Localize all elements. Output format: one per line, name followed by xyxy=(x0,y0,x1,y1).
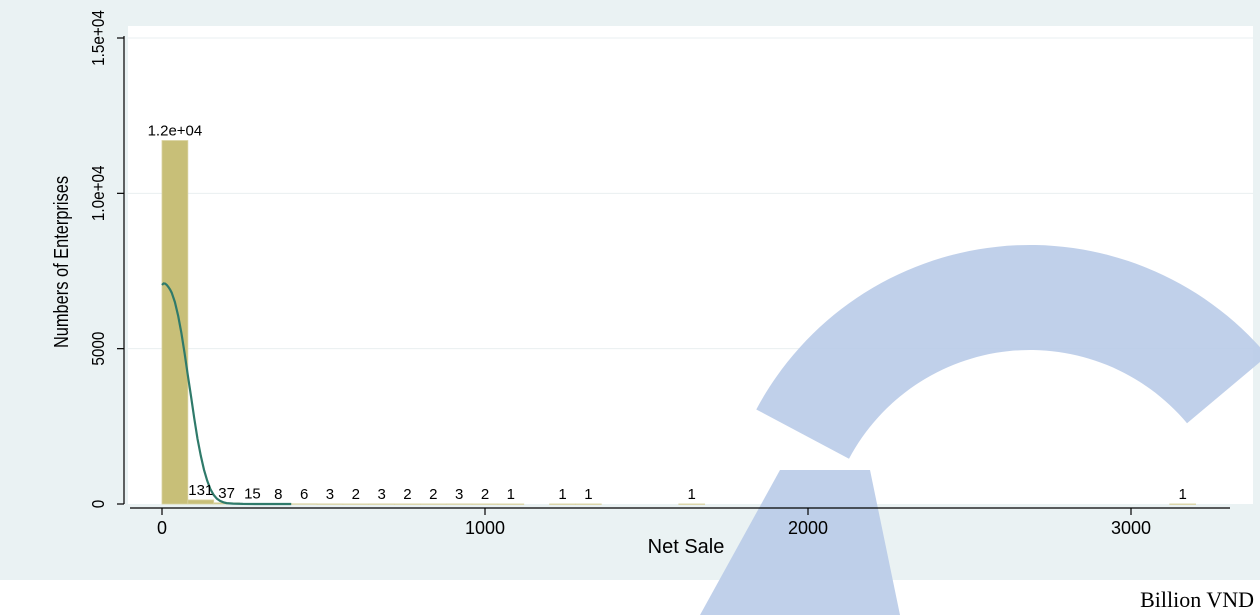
bar-label-6: 3 xyxy=(326,486,334,503)
bar-12 xyxy=(471,503,499,505)
bar-1 xyxy=(187,499,215,505)
x-tick-label-1: 1000 xyxy=(465,518,505,538)
bar-label-15: 1 xyxy=(584,486,592,503)
density-curve xyxy=(161,282,292,506)
x-axis-label: Net Sale xyxy=(648,536,725,558)
bar-label-1: 131 xyxy=(188,482,213,499)
x-tick-label-3: 3000 xyxy=(1111,518,1151,538)
bar-6 xyxy=(316,503,344,505)
bar-17 xyxy=(1169,503,1197,505)
watermark-c-shape xyxy=(756,245,1260,459)
watermark-stroke xyxy=(700,470,900,615)
bar-label-16: 1 xyxy=(688,486,696,503)
bar-14 xyxy=(549,503,576,505)
bar-16 xyxy=(678,503,706,505)
bar-8 xyxy=(368,503,395,505)
y-tick-label-3: 1.5e+04 xyxy=(88,10,108,66)
y-tick-label-1: 5000 xyxy=(88,332,108,366)
bar-label-10: 2 xyxy=(429,486,437,503)
bar-label-9: 2 xyxy=(403,486,411,503)
y-axis-label: Numbers of Enterprises xyxy=(49,176,72,348)
bar-label-8: 3 xyxy=(377,486,385,503)
bar-7 xyxy=(342,503,370,505)
bar-label-12: 2 xyxy=(481,486,489,503)
bar-label-14: 1 xyxy=(558,486,566,503)
bar-label-7: 2 xyxy=(352,486,360,503)
bar-label-0: 1.2e+04 xyxy=(148,123,203,140)
y-tick-label-0: 0 xyxy=(88,500,108,509)
bar-label-4: 8 xyxy=(274,486,282,503)
watermark-logo xyxy=(700,245,1260,615)
bar-label-2: 37 xyxy=(218,485,235,502)
bar-label-11: 3 xyxy=(455,486,463,503)
bar-label-13: 1 xyxy=(507,486,515,503)
bar-13 xyxy=(497,503,525,505)
bar-label-3: 15 xyxy=(244,486,261,503)
bar-label-5: 6 xyxy=(300,486,308,503)
bar-9 xyxy=(394,503,421,505)
bar-label-17: 1 xyxy=(1179,486,1187,503)
bar-10 xyxy=(419,503,447,505)
y-tick-label-2: 1.0e+04 xyxy=(88,165,108,221)
bar-11 xyxy=(445,503,473,505)
unit-caption: Billion VND xyxy=(1140,587,1254,612)
x-tick-label-0: 0 xyxy=(157,518,167,538)
bar-5 xyxy=(290,503,318,505)
x-axis: 0 1000 2000 3000 xyxy=(130,507,1230,538)
y-axis: 0 5000 1.0e+04 1.5e+04 xyxy=(88,10,125,509)
bar-0 xyxy=(161,140,189,505)
bar-15 xyxy=(575,503,602,505)
x-tick-label-2: 2000 xyxy=(788,518,828,538)
